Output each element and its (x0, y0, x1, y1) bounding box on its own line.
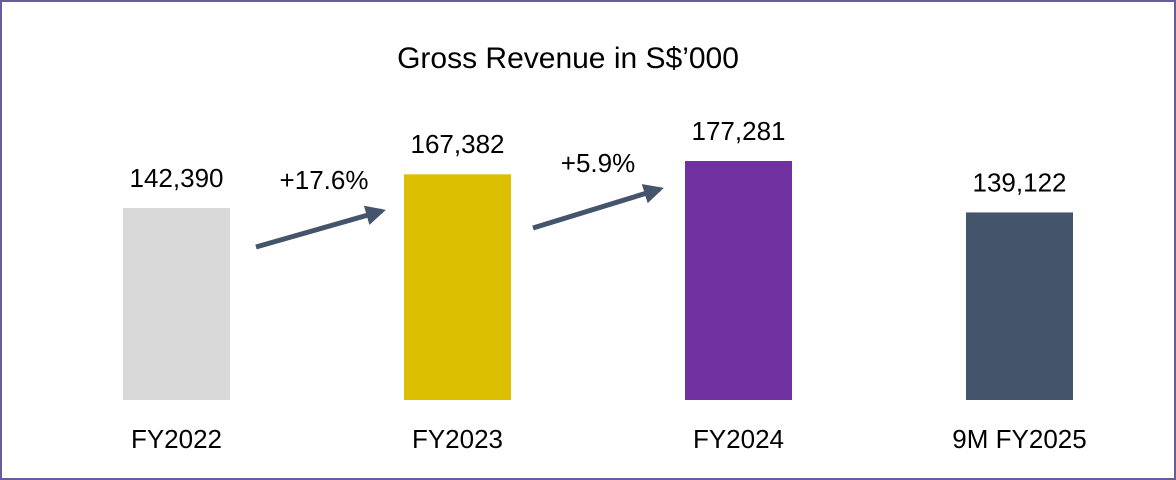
growth-label: +17.6% (280, 165, 369, 195)
value-label: 139,122 (973, 167, 1067, 197)
growth-arrow (532, 184, 664, 231)
growth-arrow (255, 205, 386, 250)
bar (123, 208, 230, 400)
value-label: 177,281 (692, 116, 786, 146)
bar (404, 174, 511, 400)
value-label: 142,390 (130, 163, 224, 193)
value-label: 167,382 (411, 129, 505, 159)
chart-title: Gross Revenue in S$’000 (397, 42, 739, 75)
x-tick-label: FY2022 (131, 424, 222, 454)
bar (966, 212, 1073, 400)
bar (685, 161, 792, 400)
x-tick-label: FY2023 (412, 424, 503, 454)
growth-label: +5.9% (561, 148, 635, 178)
x-tick-label: 9M FY2025 (952, 424, 1086, 454)
x-tick-label: FY2024 (693, 424, 784, 454)
